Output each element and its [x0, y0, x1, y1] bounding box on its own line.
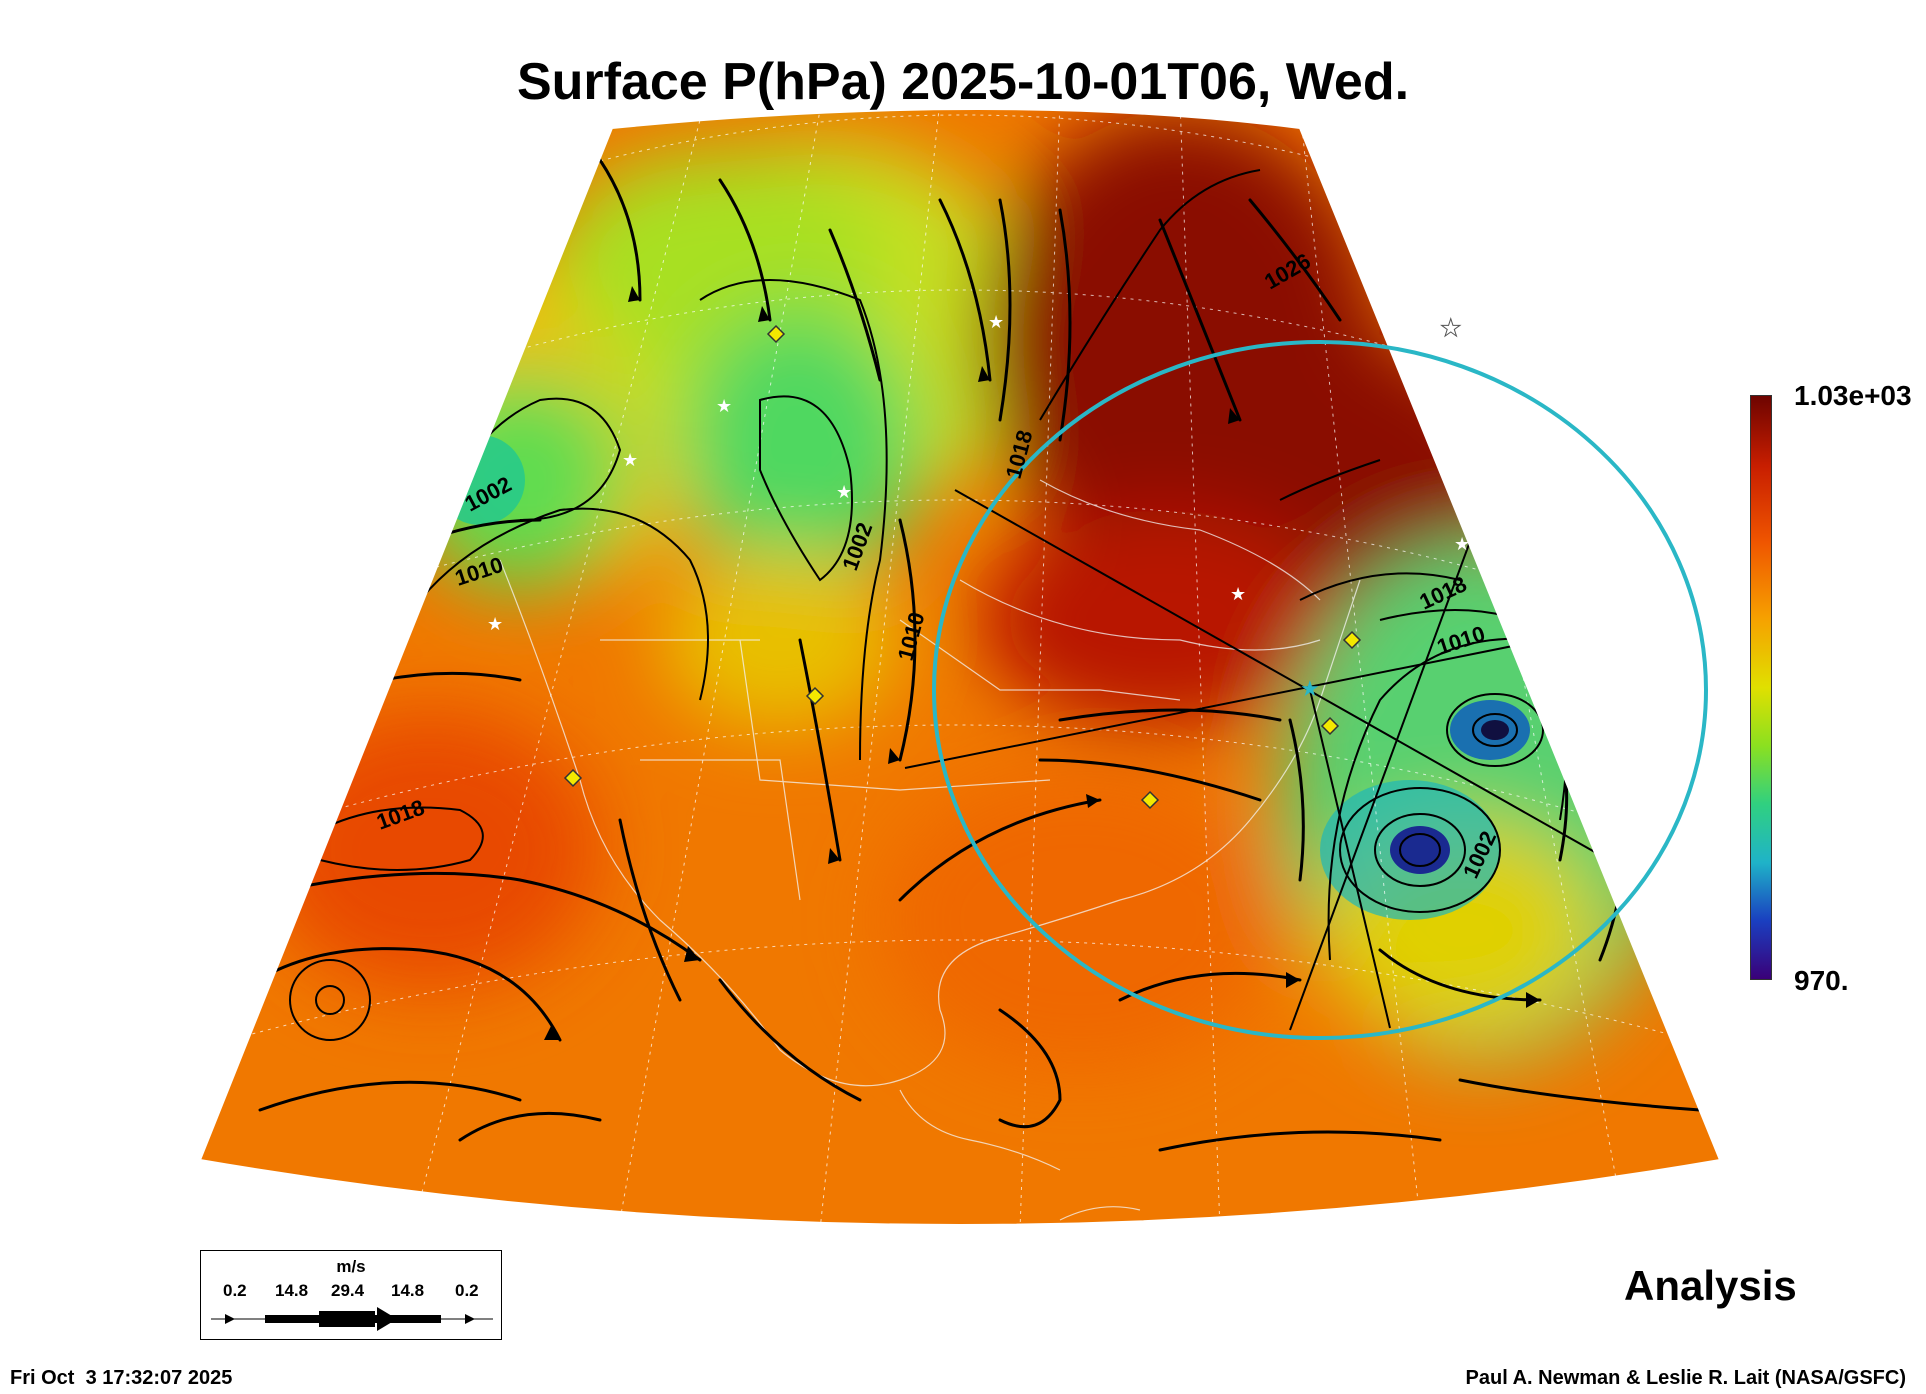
map-boundary — [198, 108, 1722, 1226]
white-star-icon: ★ — [487, 614, 503, 635]
wind-key-label: 0.2 — [223, 1281, 247, 1300]
map-title: Surface P(hPa) 2025-10-01T06, Wed. — [516, 53, 1410, 111]
outline-star-icon: ★ — [1440, 314, 1462, 342]
colorbar-min-label: 970. — [1794, 965, 1849, 996]
yellow-diamond-markers — [563, 324, 1362, 810]
yellow-diamond — [1320, 716, 1340, 736]
white-star-icon: ★ — [1230, 584, 1246, 605]
white-star-markers: ★ ★ ★ ★ ★ ★ ★ — [487, 312, 1470, 635]
wind-key-unit: m/s — [336, 1257, 366, 1276]
white-star-icon: ★ — [622, 450, 638, 471]
panel-label: Analysis — [1624, 1262, 1797, 1309]
pressure-field — [200, 109, 1720, 1225]
yellow-diamond — [805, 686, 825, 706]
range-ring — [932, 340, 1708, 1040]
wind-key-label: 0.2 — [455, 1281, 479, 1300]
wind-speed-key: m/s 0.2 14.8 29.4 14.8 0.2 — [200, 1250, 502, 1340]
colorbar-max-label: 1.03e+03 — [1794, 380, 1912, 411]
wind-key-label: 29.4 — [331, 1281, 365, 1300]
yellow-diamond — [1140, 790, 1160, 810]
white-star-icon: ★ — [988, 312, 1004, 333]
credit-line: Paul A. Newman & Leslie R. Lait (NASA/GS… — [1465, 1367, 1906, 1389]
origin-star-icon: ★ — [1300, 677, 1320, 702]
white-star-icon: ★ — [836, 482, 852, 503]
yellow-diamond — [766, 324, 786, 344]
white-star-icon: ★ — [716, 396, 732, 417]
white-star-icon: ★ — [1454, 534, 1470, 555]
colorbar-frame — [1750, 395, 1772, 980]
colorbar-scale — [1751, 396, 1771, 979]
wind-key-arrow — [211, 1307, 493, 1331]
yellow-diamond — [1342, 630, 1362, 650]
yellow-diamond — [563, 768, 583, 788]
wind-key-label: 14.8 — [391, 1281, 425, 1300]
wind-key-label: 14.8 — [275, 1281, 309, 1300]
timestamp: Fri Oct 3 17:32:07 2025 — [10, 1367, 233, 1389]
